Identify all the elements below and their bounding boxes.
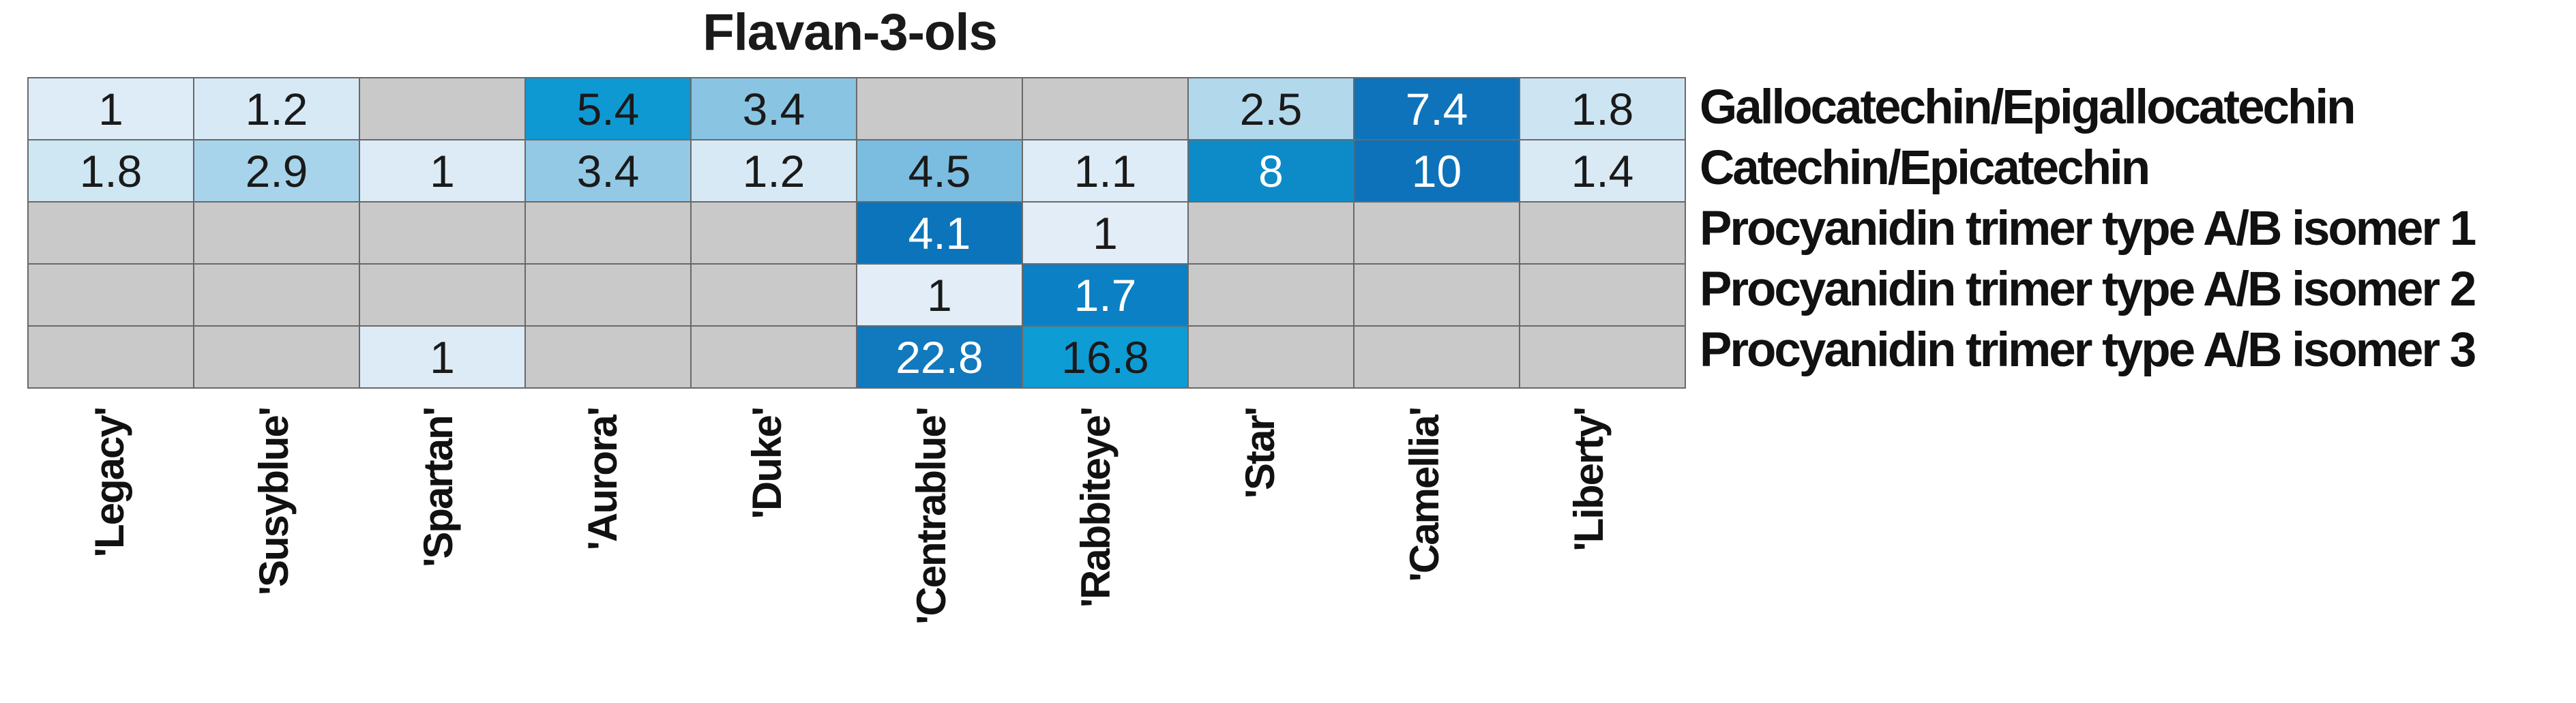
heatmap-cell: 4.1 xyxy=(856,201,1023,265)
heatmap-cell xyxy=(359,201,526,265)
heatmap-cell xyxy=(856,77,1023,140)
heatmap-cell: 16.8 xyxy=(1022,325,1189,389)
column-label: 'Rabbiteye' xyxy=(1072,408,1119,608)
heatmap-cell: 1.7 xyxy=(1022,263,1189,327)
chart-title: Flavan-3-ols xyxy=(702,3,997,61)
heatmap-cell xyxy=(193,325,360,389)
heatmap-cell xyxy=(1187,201,1354,265)
row-label: Catechin/Epicatechin xyxy=(1700,141,2150,195)
heatmap-row: 1 1.2 5.4 3.4 2.5 7.4 1.8 xyxy=(27,77,1686,140)
column-label-cell: 'Rabbiteye' xyxy=(1013,408,1178,703)
heatmap-cell xyxy=(1353,263,1520,327)
column-label-cell: 'Star' xyxy=(1178,408,1342,703)
heatmap-cell: 1.4 xyxy=(1519,139,1686,203)
heatmap-row: 1.8 2.9 1 3.4 1.2 4.5 1.1 8 10 1.4 xyxy=(27,139,1686,203)
column-label: 'Centrablue' xyxy=(908,408,954,625)
heatmap-cell: 22.8 xyxy=(856,325,1023,389)
heatmap-cell: 1.2 xyxy=(193,77,360,140)
column-label: 'Liberty' xyxy=(1565,408,1612,552)
heatmap-cell: 4.5 xyxy=(856,139,1023,203)
heatmap-row: 1 1.7 xyxy=(27,263,1686,327)
row-labels: Gallocatechin/Epigallocatechin Catechin/E… xyxy=(1700,77,2476,380)
column-label-cell: 'Spartan' xyxy=(356,408,520,703)
column-label: 'Spartan' xyxy=(415,408,461,567)
heatmap-cell: 10 xyxy=(1353,139,1520,203)
heatmap-cell xyxy=(193,263,360,327)
row-label: Procyanidin trimer type A/B isomer 2 xyxy=(1700,263,2476,316)
heatmap-cell xyxy=(1022,77,1189,140)
column-label: 'Camellia' xyxy=(1401,408,1447,582)
heatmap-cell: 2.5 xyxy=(1187,77,1354,140)
row-label: Procyanidin trimer type A/B isomer 1 xyxy=(1700,202,2476,256)
column-label-cell: 'Legacy' xyxy=(27,408,192,703)
heatmap-cell xyxy=(690,325,857,389)
heatmap-cell: 2.9 xyxy=(193,139,360,203)
heatmap-cell xyxy=(1519,263,1686,327)
heatmap-cell xyxy=(1187,263,1354,327)
row-label: Procyanidin trimer type A/B isomer 3 xyxy=(1700,323,2476,377)
column-label: 'Susyblue' xyxy=(250,408,297,596)
column-label-cell: 'Camellia' xyxy=(1342,408,1507,703)
heatmap-row: 4.1 1 xyxy=(27,201,1686,265)
heatmap-cell: 1.2 xyxy=(690,139,857,203)
heatmap-cell xyxy=(1187,325,1354,389)
heatmap-cell xyxy=(27,263,194,327)
heatmap-cell xyxy=(1519,325,1686,389)
row-label: Gallocatechin/Epigallocatechin xyxy=(1700,80,2356,134)
heatmap-cell xyxy=(524,201,692,265)
heatmap-cell xyxy=(27,201,194,265)
heatmap-grid: 1 1.2 5.4 3.4 2.5 7.4 1.8 1.8 2.9 1 3.4 1.2 4.5 1.1 8 1… xyxy=(27,77,1686,389)
heatmap-cell: 7.4 xyxy=(1353,77,1520,140)
heatmap-cell xyxy=(1519,201,1686,265)
heatmap-cell xyxy=(690,201,857,265)
heatmap-cell: 1 xyxy=(1022,201,1189,265)
column-label: 'Star' xyxy=(1237,408,1283,499)
heatmap-cell: 1 xyxy=(359,139,526,203)
heatmap-cell xyxy=(193,201,360,265)
heatmap-cell: 1.8 xyxy=(1519,77,1686,140)
column-label: 'Legacy' xyxy=(86,408,132,558)
heatmap-cell: 1 xyxy=(856,263,1023,327)
heatmap-cell: 5.4 xyxy=(524,77,692,140)
heatmap-cell xyxy=(27,325,194,389)
heatmap-cell xyxy=(524,263,692,327)
heatmap-cell xyxy=(1353,201,1520,265)
column-label-cell: 'Susyblue' xyxy=(192,408,356,703)
column-label: 'Aurora' xyxy=(579,408,625,551)
heatmap-cell: 3.4 xyxy=(524,139,692,203)
heatmap-cell: 8 xyxy=(1187,139,1354,203)
column-labels: 'Legacy' 'Susyblue' 'Spartan' 'Aurora' 'Duke… xyxy=(27,408,1672,703)
heatmap-cell xyxy=(359,263,526,327)
heatmap-cell: 1.8 xyxy=(27,139,194,203)
heatmap-cell xyxy=(1353,325,1520,389)
heatmap-cell: 1 xyxy=(27,77,194,140)
column-label-cell: 'Centrablue' xyxy=(849,408,1013,703)
heatmap-cell: 3.4 xyxy=(690,77,857,140)
heatmap-cell xyxy=(524,325,692,389)
heatmap-cell xyxy=(690,263,857,327)
column-label: 'Duke' xyxy=(743,408,790,520)
column-label-cell: 'Duke' xyxy=(685,408,849,703)
column-label-cell: 'Liberty' xyxy=(1507,408,1671,703)
heatmap-cell xyxy=(359,77,526,140)
heatmap-cell: 1 xyxy=(359,325,526,389)
heatmap-row: 1 22.8 16.8 xyxy=(27,325,1686,389)
heatmap-cell: 1.1 xyxy=(1022,139,1189,203)
column-label-cell: 'Aurora' xyxy=(520,408,685,703)
